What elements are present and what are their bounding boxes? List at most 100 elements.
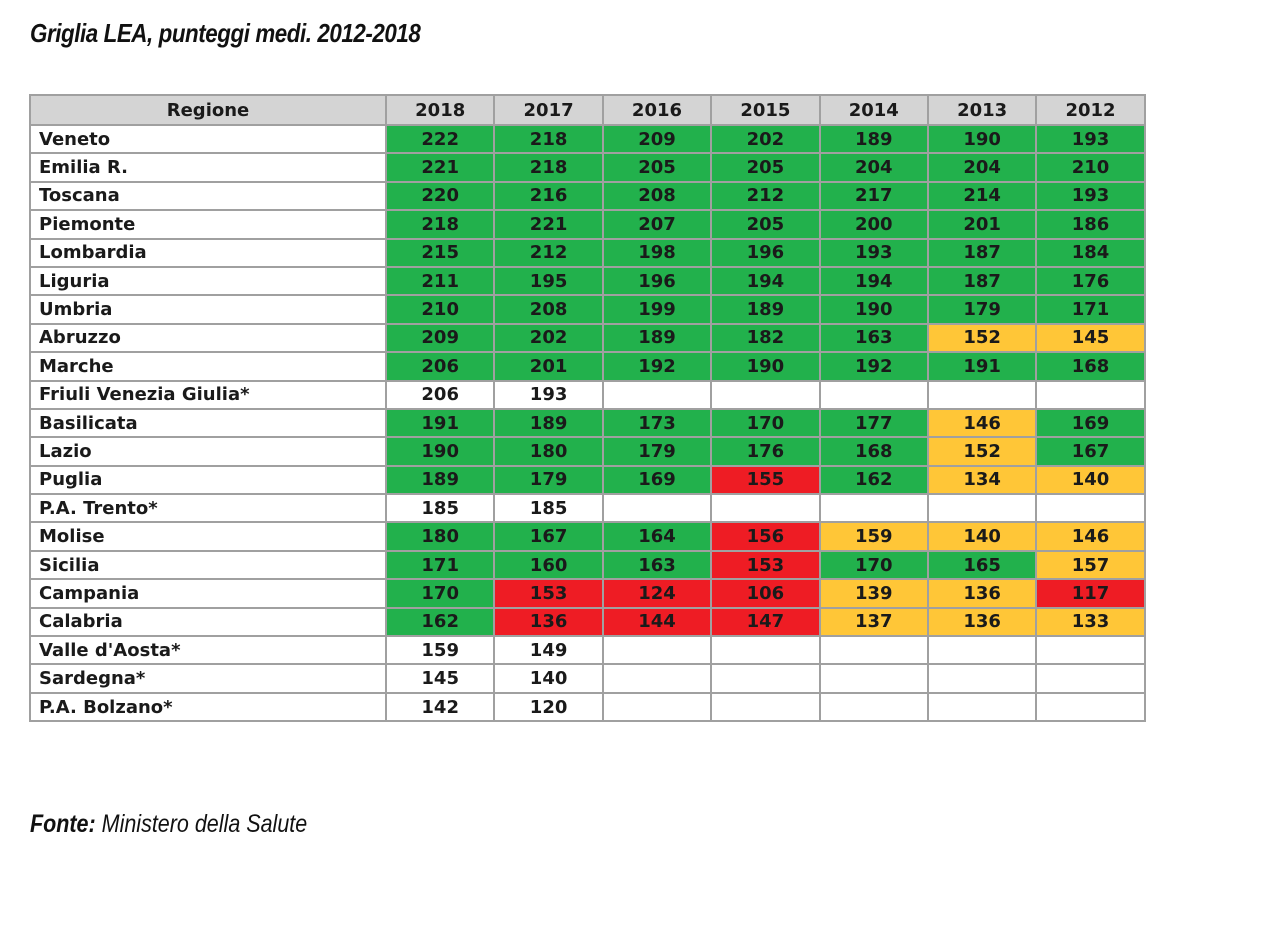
score-cell: 145	[1035, 322, 1146, 354]
region-name-cell: Abruzzo	[29, 322, 387, 354]
region-name-cell: P.A. Trento*	[29, 493, 387, 524]
column-header: 2012	[1035, 94, 1146, 126]
score-cell	[601, 379, 713, 410]
score-cell: 209	[384, 322, 496, 354]
table-row: Marche 206 201 192 190 192 191 168	[29, 351, 1146, 382]
column-header: Regione	[29, 94, 387, 126]
score-cell	[601, 635, 713, 666]
table-row: Campania 170 153 124 106 139 136 117	[29, 578, 1146, 609]
score-cell: 191	[926, 351, 1038, 382]
score-cell: 187	[926, 265, 1038, 297]
score-cell: 165	[926, 549, 1038, 581]
score-cell: 191	[384, 407, 496, 439]
score-cell: 185	[384, 493, 496, 524]
score-cell: 179	[926, 294, 1038, 325]
table-row: P.A. Trento* 185 185	[29, 493, 1146, 524]
table-row: Puglia 189 179 169 155 162 134 140	[29, 464, 1146, 496]
region-name-cell: Molise	[29, 521, 387, 552]
table-body: Veneto 222 218 209 202 189 190 193 Emilia R. 221 2…	[29, 123, 1146, 723]
score-cell: 222	[384, 123, 496, 155]
score-cell	[926, 379, 1038, 410]
score-cell	[818, 635, 929, 666]
region-name-cell: P.A. Bolzano*	[29, 691, 387, 723]
score-cell: 146	[926, 407, 1038, 439]
score-cell	[926, 691, 1038, 723]
score-cell: 205	[710, 152, 821, 183]
score-cell: 170	[384, 578, 496, 609]
score-cell: 163	[818, 322, 929, 354]
table-row: Sicilia 171 160 163 153 170 165 157	[29, 549, 1146, 581]
score-cell: 152	[926, 436, 1038, 467]
score-cell: 200	[818, 209, 929, 240]
score-cell: 218	[384, 209, 496, 240]
region-name-cell: Sicilia	[29, 549, 387, 581]
score-cell: 201	[926, 209, 1038, 240]
score-cell: 210	[384, 294, 496, 325]
score-cell: 201	[493, 351, 604, 382]
score-cell	[1035, 379, 1146, 410]
score-cell: 149	[493, 635, 604, 666]
score-cell: 189	[384, 464, 496, 496]
score-cell: 220	[384, 180, 496, 212]
score-cell	[710, 379, 821, 410]
score-cell: 216	[493, 180, 604, 212]
score-cell: 177	[818, 407, 929, 439]
score-cell: 221	[493, 209, 604, 240]
score-cell: 212	[493, 237, 604, 268]
score-cell: 190	[926, 123, 1038, 155]
score-cell: 120	[493, 691, 604, 723]
source-note: Fonte: Ministero della Salute	[30, 810, 307, 839]
region-name-cell: Friuli Venezia Giulia*	[29, 379, 387, 410]
score-cell: 212	[710, 180, 821, 212]
score-cell: 193	[1035, 180, 1146, 212]
score-cell: 124	[601, 578, 713, 609]
score-cell: 215	[384, 237, 496, 268]
region-name-cell: Toscana	[29, 180, 387, 212]
region-name-cell: Puglia	[29, 464, 387, 496]
score-cell: 199	[601, 294, 713, 325]
column-header: 2016	[601, 94, 713, 126]
region-name-cell: Campania	[29, 578, 387, 609]
score-cell	[710, 663, 821, 694]
score-cell	[1035, 663, 1146, 694]
score-cell: 210	[1035, 152, 1146, 183]
score-cell: 196	[710, 237, 821, 268]
region-name-cell: Lazio	[29, 436, 387, 467]
score-cell	[926, 635, 1038, 666]
score-cell	[710, 493, 821, 524]
score-cell: 160	[493, 549, 604, 581]
table-row: Abruzzo 209 202 189 182 163 152 145	[29, 322, 1146, 354]
score-cell: 168	[1035, 351, 1146, 382]
score-cell: 180	[493, 436, 604, 467]
score-cell: 190	[710, 351, 821, 382]
region-name-cell: Sardegna*	[29, 663, 387, 694]
score-cell: 159	[818, 521, 929, 552]
region-name-cell: Basilicata	[29, 407, 387, 439]
score-cell	[818, 493, 929, 524]
table-row: P.A. Bolzano* 142 120	[29, 691, 1146, 723]
score-cell	[601, 691, 713, 723]
score-cell: 179	[601, 436, 713, 467]
region-name-cell: Marche	[29, 351, 387, 382]
table-row: Basilicata 191 189 173 170 177 146 169	[29, 407, 1146, 439]
column-header: 2017	[493, 94, 604, 126]
score-cell: 218	[493, 152, 604, 183]
column-header: 2013	[926, 94, 1038, 126]
score-cell: 205	[601, 152, 713, 183]
score-cell	[818, 663, 929, 694]
score-cell: 156	[710, 521, 821, 552]
score-cell	[601, 493, 713, 524]
score-cell: 221	[384, 152, 496, 183]
column-header: 2014	[818, 94, 929, 126]
region-name-cell: Calabria	[29, 606, 387, 638]
score-cell: 184	[1035, 237, 1146, 268]
column-header: 2015	[710, 94, 821, 126]
lea-table-container: Regione 2018 2017 2016 2015 2014 2013 20…	[29, 94, 1146, 723]
table-row: Calabria 162 136 144 147 137 136 133	[29, 606, 1146, 638]
score-cell: 147	[710, 606, 821, 638]
score-cell: 155	[710, 464, 821, 496]
score-cell: 192	[601, 351, 713, 382]
score-cell	[710, 691, 821, 723]
score-cell: 202	[710, 123, 821, 155]
region-name-cell: Valle d'Aosta*	[29, 635, 387, 666]
